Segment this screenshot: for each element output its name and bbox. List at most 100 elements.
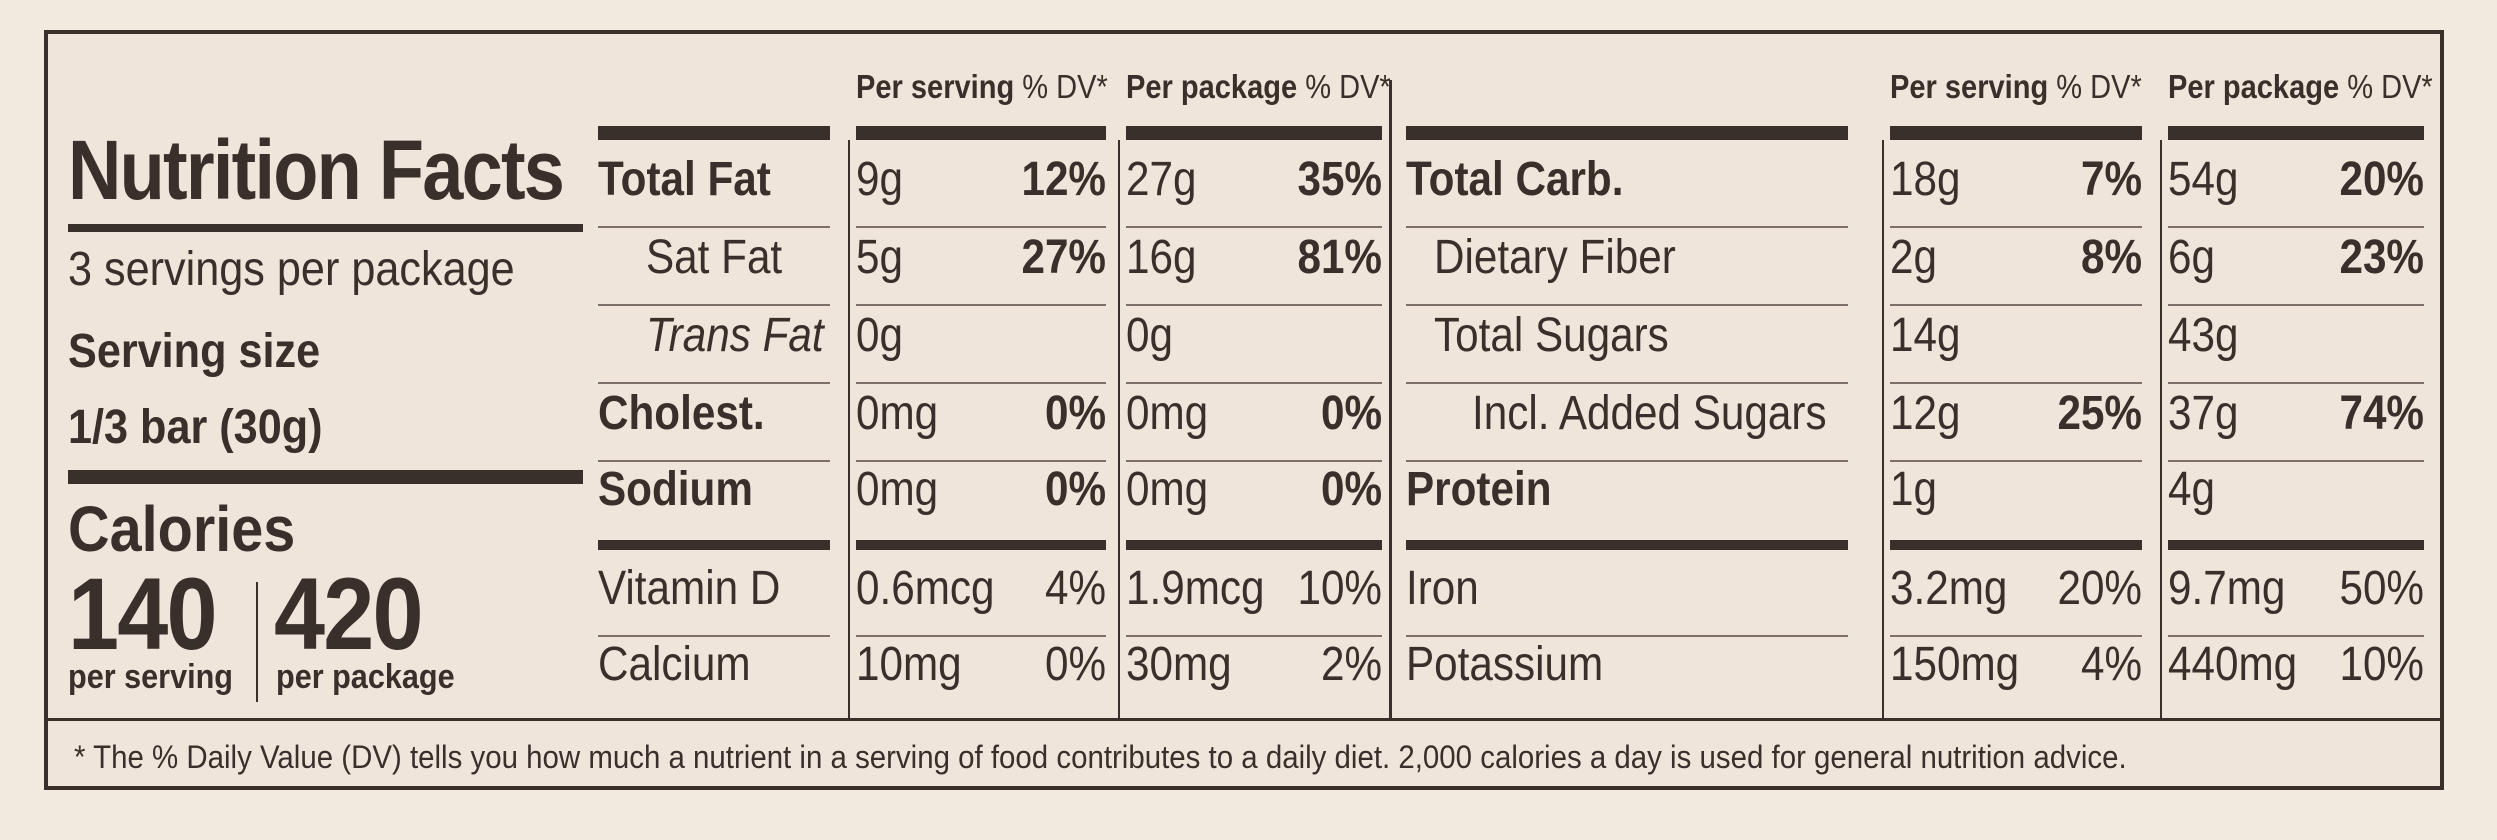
right-row-5-rule-1 bbox=[1890, 635, 2142, 637]
right-row-0-package-dv: 20% bbox=[2339, 153, 2424, 206]
left-row-4-rule-2 bbox=[1126, 540, 1382, 550]
right-row-0-rule-1 bbox=[1890, 226, 2142, 228]
left-row-6-name: Calcium bbox=[598, 638, 751, 691]
left-row-0-name: Total Fat bbox=[598, 153, 771, 206]
left-row-2-name: Trans Fat bbox=[646, 309, 824, 362]
left-row-3-rule-2 bbox=[1126, 460, 1382, 462]
left-row-2-serving-amount: 0g bbox=[856, 309, 903, 362]
table-center-divider bbox=[1389, 80, 1392, 720]
left-row-6-serving-dv: 0% bbox=[1044, 638, 1106, 691]
header-dv: % DV* bbox=[2347, 68, 2433, 105]
right-row-1-serving-amount: 2g bbox=[1890, 231, 1937, 284]
right-row-6-serving-amount: 150mg bbox=[1890, 638, 2020, 691]
left-row-0-serving-amount: 9g bbox=[856, 153, 903, 206]
right-row-0-package-amount: 54g bbox=[2168, 153, 2239, 206]
left-row-4-serving-amount: 0mg bbox=[856, 463, 939, 516]
right-row-0-name: Total Carb. bbox=[1406, 153, 1624, 206]
left-row-4-serving-dv: 0% bbox=[1044, 463, 1106, 516]
right-row-1-package-amount: 6g bbox=[2168, 231, 2215, 284]
left-top-bar bbox=[598, 126, 830, 140]
right-row-0-serving-dv: 7% bbox=[2080, 153, 2142, 206]
left-row-2-rule-2 bbox=[1126, 382, 1382, 384]
header-dv: % DV* bbox=[1022, 68, 1108, 105]
right-row-1-rule-0 bbox=[1406, 304, 1848, 306]
right-row-0-serving-amount: 18g bbox=[1890, 153, 1961, 206]
left-row-4-name: Sodium bbox=[598, 463, 753, 516]
left-row-4-rule-1 bbox=[856, 540, 1106, 550]
right-row-5-serving-dv: 20% bbox=[2057, 562, 2142, 615]
left-row-1-serving-amount: 5g bbox=[856, 231, 903, 284]
left-col-sep-2 bbox=[1118, 140, 1120, 718]
right-row-2-rule-0 bbox=[1406, 382, 1848, 384]
right-top-bar-package bbox=[2168, 126, 2424, 140]
header-label: Per serving bbox=[856, 68, 1015, 105]
left-row-5-package-dv: 10% bbox=[1297, 562, 1382, 615]
right-row-0-rule-0 bbox=[1406, 226, 1848, 228]
right-row-6-package-dv: 10% bbox=[2339, 638, 2424, 691]
left-row-0-rule-0 bbox=[598, 226, 830, 228]
left-row-3-serving-amount: 0mg bbox=[856, 387, 939, 440]
left-row-6-serving-amount: 10mg bbox=[856, 638, 962, 691]
right-row-4-rule-2 bbox=[2168, 540, 2424, 550]
right-col-sep-1 bbox=[1882, 140, 1884, 718]
left-row-3-rule-0 bbox=[598, 460, 830, 462]
left-row-1-package-amount: 16g bbox=[1126, 231, 1197, 284]
left-row-2-rule-0 bbox=[598, 382, 830, 384]
right-row-6-name: Potassium bbox=[1406, 638, 1604, 691]
right-row-3-rule-2 bbox=[2168, 460, 2424, 462]
right-row-5-rule-0 bbox=[1406, 635, 1848, 637]
per-package-label: per package bbox=[276, 658, 455, 696]
left-row-3-rule-1 bbox=[856, 460, 1106, 462]
right-row-5-name: Iron bbox=[1406, 562, 1479, 615]
right-row-3-name: Incl. Added Sugars bbox=[1472, 387, 1827, 440]
calories-label: Calories bbox=[68, 493, 296, 565]
left-row-5-rule-1 bbox=[856, 635, 1106, 637]
serving-size-label: Serving size bbox=[68, 325, 321, 378]
left-row-6-package-dv: 2% bbox=[1320, 638, 1382, 691]
right-row-5-package-dv: 50% bbox=[2339, 562, 2424, 615]
left-row-1-serving-dv: 27% bbox=[1021, 231, 1106, 284]
left-row-3-name: Cholest. bbox=[598, 387, 765, 440]
right-row-3-rule-0 bbox=[1406, 460, 1848, 462]
right-row-1-rule-2 bbox=[2168, 304, 2424, 306]
left-row-5-serving-dv: 4% bbox=[1044, 562, 1106, 615]
right-row-1-rule-1 bbox=[1890, 304, 2142, 306]
left-row-5-rule-0 bbox=[598, 635, 830, 637]
right-row-3-rule-1 bbox=[1890, 460, 2142, 462]
right-header-per-package: Per package % DV* bbox=[2168, 68, 2433, 106]
right-row-1-name: Dietary Fiber bbox=[1434, 231, 1676, 284]
right-row-2-serving-amount: 14g bbox=[1890, 309, 1961, 362]
left-row-1-name: Sat Fat bbox=[646, 231, 783, 284]
right-row-1-package-dv: 23% bbox=[2339, 231, 2424, 284]
right-row-0-rule-2 bbox=[2168, 226, 2424, 228]
right-row-3-package-dv: 74% bbox=[2339, 387, 2424, 440]
left-row-1-rule-2 bbox=[1126, 304, 1382, 306]
right-col-sep-2 bbox=[2160, 140, 2162, 718]
calories-per-package: 420 bbox=[274, 557, 424, 671]
right-row-4-rule-1 bbox=[1890, 540, 2142, 550]
right-row-2-rule-2 bbox=[2168, 382, 2424, 384]
header-label: Per serving bbox=[1890, 68, 2049, 105]
serving-rule bbox=[68, 470, 583, 484]
calories-per-serving: 140 bbox=[68, 557, 218, 671]
left-col-sep-1 bbox=[848, 140, 850, 718]
header-label: Per package bbox=[1126, 68, 1298, 105]
left-row-3-package-amount: 0mg bbox=[1126, 387, 1209, 440]
right-row-3-package-amount: 37g bbox=[2168, 387, 2239, 440]
left-header-per-serving: Per serving % DV* bbox=[856, 68, 1108, 106]
left-header-per-package: Per package % DV* bbox=[1126, 68, 1391, 106]
title-rule bbox=[68, 224, 583, 232]
right-row-3-serving-dv: 25% bbox=[2057, 387, 2142, 440]
left-row-5-package-amount: 1.9mcg bbox=[1126, 562, 1265, 615]
label-title: Nutrition Facts bbox=[68, 123, 565, 217]
nutrition-label: Nutrition Facts 3 servings per package S… bbox=[44, 30, 2444, 790]
right-row-4-rule-0 bbox=[1406, 540, 1848, 550]
left-row-5-rule-2 bbox=[1126, 635, 1382, 637]
left-row-5-name: Vitamin D bbox=[598, 562, 781, 615]
left-row-0-package-dv: 35% bbox=[1297, 153, 1382, 206]
footnote-rule bbox=[48, 718, 2440, 721]
left-row-6-package-amount: 30mg bbox=[1126, 638, 1232, 691]
calories-divider bbox=[256, 582, 258, 702]
per-serving-label: per serving bbox=[68, 658, 233, 696]
right-header-per-serving: Per serving % DV* bbox=[1890, 68, 2142, 106]
